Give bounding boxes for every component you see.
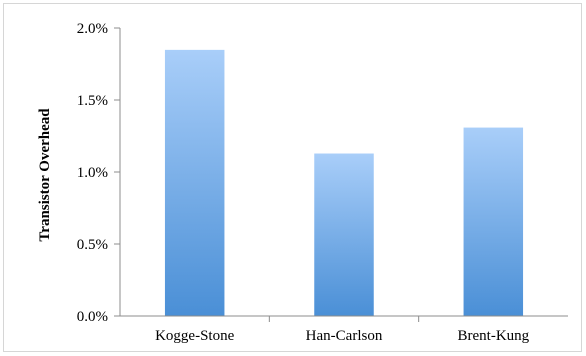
x-tick-label: Brent-Kung bbox=[458, 328, 530, 344]
x-tick-label: Han-Carlson bbox=[306, 328, 383, 344]
y-tick-label: 1.0% bbox=[77, 165, 108, 181]
y-tick-label: 1.5% bbox=[77, 93, 108, 109]
x-tick-label: Kogge-Stone bbox=[155, 328, 234, 344]
y-axis: 0.0% 0.5% 1.0% 1.5% 2.0% bbox=[77, 21, 120, 325]
y-axis-title: Transistor Overhead bbox=[37, 108, 53, 242]
bar-brent-kung bbox=[463, 127, 524, 317]
y-tick-label: 0.0% bbox=[77, 309, 108, 325]
y-tick-label: 0.5% bbox=[77, 237, 108, 253]
x-axis: Kogge-Stone Han-Carlson Brent-Kung bbox=[155, 316, 530, 344]
bar-kogge-stone bbox=[164, 49, 225, 317]
y-tick-label: 2.0% bbox=[77, 21, 108, 37]
bar-han-carlson bbox=[313, 153, 375, 317]
bars bbox=[164, 49, 524, 317]
